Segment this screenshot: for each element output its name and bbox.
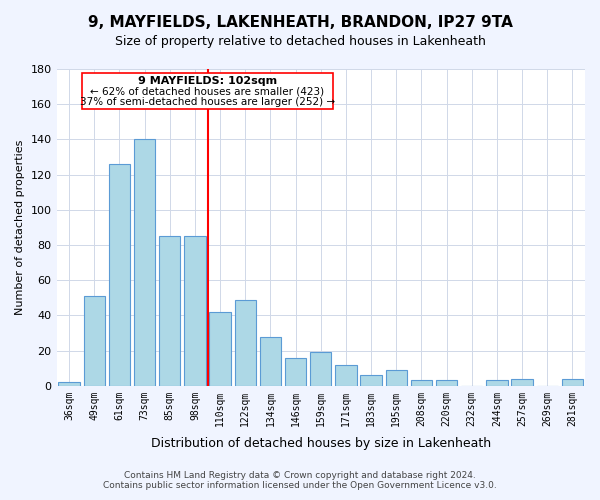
Bar	[134, 140, 155, 386]
Text: ← 62% of detached houses are smaller (423): ← 62% of detached houses are smaller (42…	[91, 86, 325, 97]
Bar	[209, 312, 231, 386]
Bar	[83, 296, 105, 386]
Bar	[436, 380, 457, 386]
Text: Contains HM Land Registry data © Crown copyright and database right 2024.
Contai: Contains HM Land Registry data © Crown c…	[103, 470, 497, 490]
Bar	[361, 375, 382, 386]
Bar	[411, 380, 432, 386]
FancyBboxPatch shape	[82, 72, 334, 110]
X-axis label: Distribution of detached houses by size in Lakenheath: Distribution of detached houses by size …	[151, 437, 491, 450]
Bar	[486, 380, 508, 386]
Text: 9 MAYFIELDS: 102sqm: 9 MAYFIELDS: 102sqm	[138, 76, 277, 86]
Bar	[285, 358, 307, 386]
Text: 9, MAYFIELDS, LAKENHEATH, BRANDON, IP27 9TA: 9, MAYFIELDS, LAKENHEATH, BRANDON, IP27 …	[88, 15, 512, 30]
Y-axis label: Number of detached properties: Number of detached properties	[15, 140, 25, 315]
Bar	[109, 164, 130, 386]
Bar	[58, 382, 80, 386]
Bar	[235, 300, 256, 386]
Bar	[335, 364, 356, 386]
Bar	[260, 336, 281, 386]
Bar	[386, 370, 407, 386]
Text: 37% of semi-detached houses are larger (252) →: 37% of semi-detached houses are larger (…	[80, 97, 335, 107]
Text: Size of property relative to detached houses in Lakenheath: Size of property relative to detached ho…	[115, 35, 485, 48]
Bar	[184, 236, 206, 386]
Bar	[562, 378, 583, 386]
Bar	[159, 236, 181, 386]
Bar	[310, 352, 331, 386]
Bar	[511, 378, 533, 386]
